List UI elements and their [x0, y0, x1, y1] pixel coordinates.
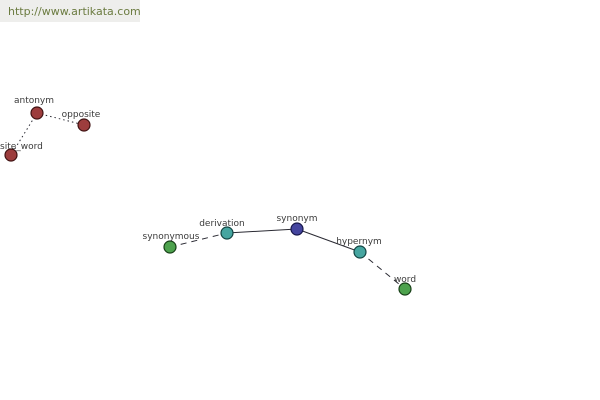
- node-synonym[interactable]: [290, 222, 304, 236]
- node-label-antonym: antonym: [14, 96, 54, 106]
- node-label-derivation: derivation: [199, 219, 245, 229]
- node-opposite[interactable]: [77, 118, 91, 132]
- node-label-opposite: opposite: [62, 110, 101, 120]
- node-label-site_word: site_word: [0, 142, 43, 152]
- node-antonym[interactable]: [30, 106, 44, 120]
- edge-synonym-hypernym: [296, 228, 361, 253]
- node-hypernym[interactable]: [353, 245, 367, 259]
- node-site_word[interactable]: [4, 148, 18, 162]
- edge-derivation-synonym: [226, 228, 298, 234]
- node-word[interactable]: [398, 282, 412, 296]
- node-derivation[interactable]: [220, 226, 234, 240]
- edge-hypernym-word: [359, 251, 406, 290]
- url-text: http://www.artikata.com: [8, 4, 141, 18]
- edge-antonym-site_word: [10, 112, 38, 156]
- edge-synonymous-derivation: [169, 232, 228, 248]
- node-label-synonymous: synonymous: [143, 232, 200, 242]
- node-label-word: word: [394, 275, 416, 285]
- node-label-hypernym: hypernym: [336, 237, 382, 247]
- node-label-synonym: synonym: [276, 214, 317, 224]
- node-synonymous[interactable]: [163, 240, 177, 254]
- url-bar[interactable]: http://www.artikata.com: [0, 0, 141, 22]
